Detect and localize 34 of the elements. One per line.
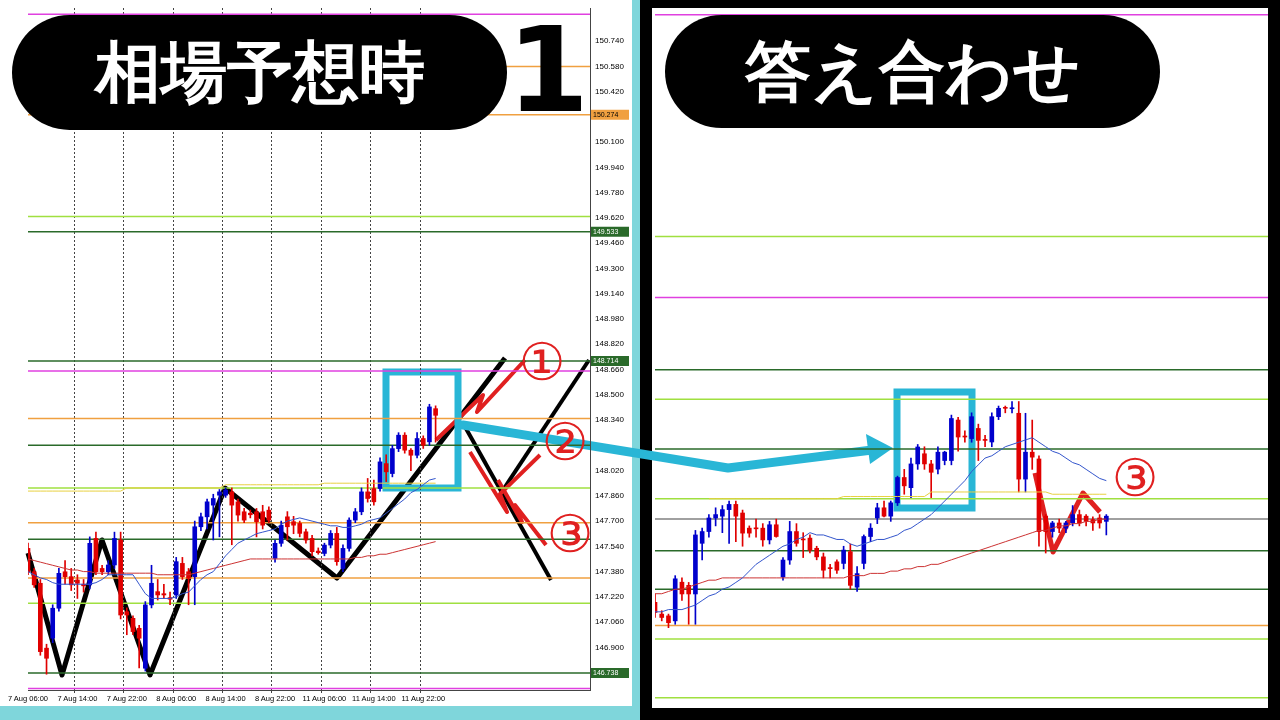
candlestick — [210, 493, 216, 541]
chart-title: 答え合わせ — [665, 15, 1160, 128]
y-tick-label: 149.780 — [595, 187, 625, 197]
y-tick-label: 149.620 — [595, 213, 625, 223]
candlestick — [155, 579, 161, 601]
y-tick-label: 149.140 — [595, 288, 625, 298]
y-tick-label: 148.820 — [595, 339, 625, 349]
y-tick-label: 148.500 — [595, 389, 625, 399]
y-tick-label: 147.380 — [595, 566, 625, 576]
y-tick-label: 148.980 — [595, 314, 625, 324]
y-tick-label: 147.060 — [595, 617, 625, 627]
y-tick-label: 149.300 — [595, 263, 625, 273]
y-tick-label: 146.900 — [595, 642, 625, 652]
y-tick-label: 149.940 — [595, 162, 625, 172]
candlestick — [1009, 401, 1015, 414]
y-tick-label: 149.460 — [595, 238, 625, 248]
y-tick-label: 148.660 — [595, 364, 625, 374]
chart-title: 相場予想時 — [12, 15, 507, 130]
y-tick-label: 147.220 — [595, 592, 625, 602]
candlestick — [827, 564, 833, 579]
y-tick-label: 148.020 — [595, 465, 625, 475]
candlestick — [1029, 419, 1035, 470]
candlestick — [686, 582, 692, 625]
y-tick-label: 150.420 — [595, 86, 625, 96]
y-tick-label: 147.540 — [595, 541, 625, 551]
y-tick-label: 150.100 — [595, 137, 625, 147]
annotation: ③ — [1111, 448, 1159, 508]
y-tick-label: 150.580 — [595, 61, 625, 71]
y-tick-label: 148.340 — [595, 415, 625, 425]
y-tick-label: 147.700 — [595, 516, 625, 526]
candlestick — [982, 435, 988, 448]
candlestick — [229, 487, 235, 546]
y-tick-label: 147.860 — [595, 491, 625, 501]
y-tick-label: 150.740 — [595, 36, 625, 46]
